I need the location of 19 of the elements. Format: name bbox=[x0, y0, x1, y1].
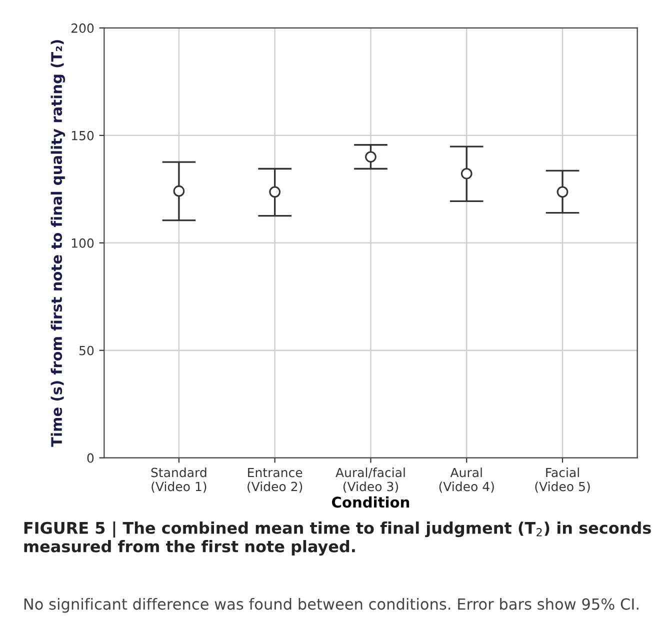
y-tick-label: 50 bbox=[79, 346, 94, 356]
point bbox=[173, 185, 185, 197]
x-tick-label: Aural/facial (Video 3) bbox=[336, 468, 405, 493]
y-tick-label: 0 bbox=[87, 453, 94, 463]
text: No significant difference was found between conditions. Error bars show 95% CI. bbox=[24, 598, 638, 613]
point bbox=[269, 186, 281, 198]
y-tick-label: 200 bbox=[71, 23, 94, 33]
point bbox=[460, 168, 472, 180]
point bbox=[556, 186, 568, 198]
x-tick-label: Standard (Video 1) bbox=[151, 468, 206, 493]
y-tick-label: 100 bbox=[72, 238, 94, 248]
x-tick-label: Aural (Video 4) bbox=[439, 468, 494, 493]
y-tick-label: 150 bbox=[72, 130, 94, 140]
y-axis-title: Time (s) from first note to final quality rating (T₂) bbox=[50, 40, 66, 447]
x-tick-label: Entrance (Video 2) bbox=[248, 468, 302, 493]
text: FIGURE 5 | The combined mean time to final judgment (T$_{2}$) in seconds measured from the first note played. bbox=[24, 521, 651, 556]
x-axis-title: Condition bbox=[332, 496, 410, 508]
point bbox=[365, 151, 376, 163]
x-tick-label: Facial (Video 5) bbox=[535, 468, 590, 493]
